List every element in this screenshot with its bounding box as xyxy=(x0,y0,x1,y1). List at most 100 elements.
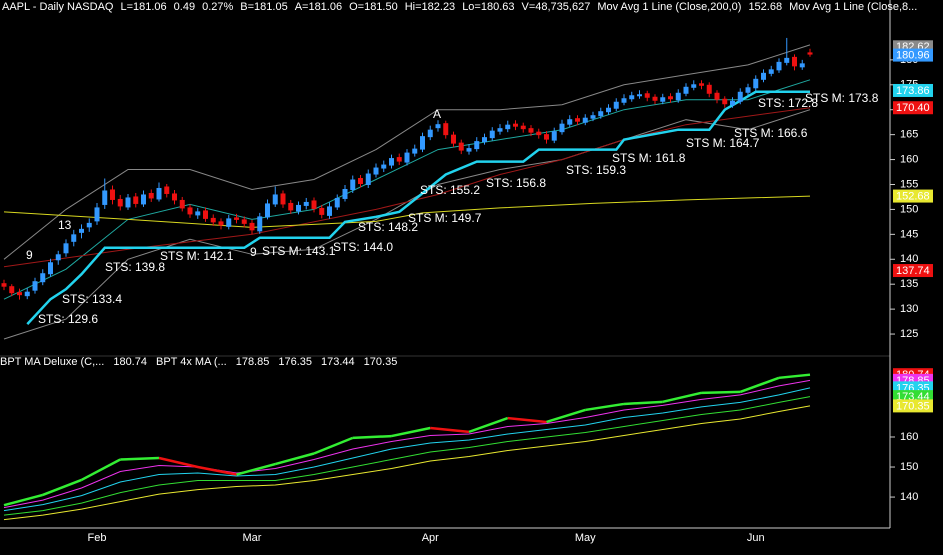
candle-body xyxy=(86,222,92,228)
candle-body xyxy=(17,292,22,296)
candle-body xyxy=(598,111,604,117)
candle-body xyxy=(536,131,542,136)
candle-body xyxy=(776,61,782,71)
y-tick-label: 145 xyxy=(900,228,918,240)
annotation: STS: 159.3 xyxy=(566,163,626,177)
header-item: Lo=180.63 xyxy=(462,1,514,13)
price-marker xyxy=(893,101,933,115)
indicator-segment xyxy=(778,373,811,380)
candle-body xyxy=(156,187,162,200)
candle-body xyxy=(303,201,309,206)
price-marker xyxy=(893,48,933,62)
candle-body xyxy=(420,136,425,150)
indicator-segment xyxy=(80,458,121,482)
candle-body xyxy=(164,186,170,194)
annotation: STS M: 164.7 xyxy=(686,136,760,150)
header-item: Hi=182.23 xyxy=(405,1,455,13)
candle-body xyxy=(32,281,38,291)
header-item: L=181.06 xyxy=(120,1,166,13)
overlay-line xyxy=(26,90,810,325)
indicator-line xyxy=(3,387,811,512)
candle-body xyxy=(319,207,325,215)
candle-body xyxy=(40,273,46,283)
candle-body xyxy=(737,91,743,102)
price-marker-label: 137.74 xyxy=(896,265,930,277)
candle-body xyxy=(9,286,15,294)
annotation: STS M: 166.6 xyxy=(734,126,808,140)
indicator-line xyxy=(3,379,811,509)
y-tick-label: 160 xyxy=(900,153,918,165)
candle-body xyxy=(334,197,340,208)
legend-item: BPT 4x MA (... xyxy=(156,356,227,368)
indicator-segment xyxy=(430,426,470,434)
candle-body xyxy=(125,197,131,208)
annotation: STS: 129.6 xyxy=(38,312,98,326)
indicator-segment xyxy=(3,493,44,507)
header-item: 152.68 xyxy=(748,1,782,13)
candle-body xyxy=(389,158,394,166)
candle-body xyxy=(544,134,549,140)
candle-body xyxy=(94,207,100,222)
indicator-segment xyxy=(507,416,547,424)
candle-body xyxy=(79,228,84,233)
price-marker-label: 170.40 xyxy=(896,102,930,114)
overlay-line xyxy=(3,107,811,268)
candle-body xyxy=(365,173,371,185)
annotation: STS M: 143.1 xyxy=(262,244,336,258)
x-tick-label: May xyxy=(575,532,596,544)
candle-body xyxy=(226,218,232,227)
header-item: V=48,735,627 xyxy=(522,1,591,13)
candle-body xyxy=(404,152,410,163)
indicator-segment xyxy=(120,456,160,461)
candle-body xyxy=(381,164,387,169)
candle-body xyxy=(210,217,216,223)
candle-body xyxy=(590,115,596,119)
candle-body xyxy=(342,188,348,199)
price-marker-label: 173.86 xyxy=(896,85,930,97)
candle-body xyxy=(443,123,449,136)
candle-body xyxy=(753,78,759,89)
candle-body xyxy=(327,206,332,216)
candle-body xyxy=(660,97,666,102)
candle-body xyxy=(1,283,7,287)
candle-body xyxy=(272,194,278,205)
candle-body xyxy=(699,83,704,86)
candle-body xyxy=(706,84,712,94)
overlay-line xyxy=(3,44,811,260)
indicator-segment xyxy=(546,408,586,424)
candle-body xyxy=(195,211,201,216)
plot xyxy=(3,373,811,521)
header-item: A=181.06 xyxy=(295,1,342,13)
annotation: STS M: 149.7 xyxy=(408,211,482,225)
y-tick-label: 130 xyxy=(900,303,918,315)
overlay-line xyxy=(3,195,811,228)
candle-body xyxy=(172,193,177,201)
y-tick-label: 140 xyxy=(900,491,918,503)
candle-body xyxy=(652,96,658,101)
annotation: STS M: 161.8 xyxy=(612,151,686,165)
candle-body xyxy=(768,69,774,74)
price-marker-label: 152.68 xyxy=(896,190,930,202)
candle-body xyxy=(373,167,379,175)
annotation: A xyxy=(433,107,441,121)
candle-body xyxy=(551,131,557,141)
legend-item: 180.74 xyxy=(113,356,147,368)
candle-body xyxy=(497,128,503,132)
candle-body xyxy=(55,254,61,261)
candle-body xyxy=(505,124,511,130)
candle-body xyxy=(358,178,363,184)
candle-body xyxy=(249,222,255,231)
indicator-segment xyxy=(623,400,663,406)
candle-body xyxy=(528,128,534,133)
annotation: STS: 133.4 xyxy=(62,292,122,306)
plot xyxy=(1,37,813,340)
candle-body xyxy=(187,207,193,215)
candle-body xyxy=(412,148,418,154)
legend-item: 178.85 xyxy=(236,356,270,368)
indicator-segment xyxy=(197,465,237,476)
indicator-segment xyxy=(739,376,780,394)
candle-body xyxy=(807,52,813,55)
candle-body xyxy=(71,234,77,242)
indicator-segment xyxy=(274,452,315,466)
